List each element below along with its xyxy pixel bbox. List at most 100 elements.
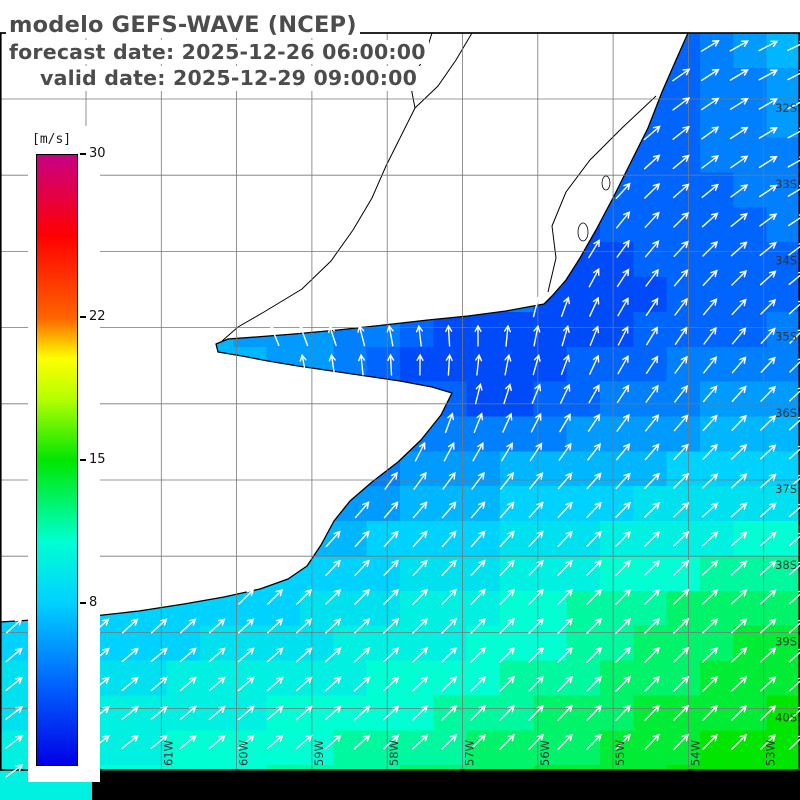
longitude-label: 61W bbox=[161, 740, 175, 766]
wind-arrow bbox=[731, 298, 747, 316]
wind-arrow bbox=[324, 705, 342, 721]
wind-arrow bbox=[645, 268, 659, 287]
wind-arrow bbox=[788, 243, 800, 256]
wind-arrow bbox=[673, 472, 690, 489]
wind-arrow bbox=[299, 353, 307, 376]
wind-arrow bbox=[729, 97, 749, 110]
wind-arrow bbox=[700, 40, 720, 52]
wind-arrow bbox=[759, 473, 777, 489]
wind-arrow bbox=[267, 588, 284, 605]
wind-arrow bbox=[412, 559, 428, 576]
wind-arrow bbox=[586, 588, 603, 605]
wind-arrow bbox=[441, 733, 458, 750]
wind-arrow bbox=[644, 617, 661, 634]
wind-arrow bbox=[702, 704, 719, 721]
wind-arrow bbox=[237, 618, 255, 634]
wind-arrow bbox=[758, 98, 778, 110]
wind-arrow bbox=[358, 353, 366, 376]
wind-arrow bbox=[588, 239, 600, 259]
wind-arrow bbox=[179, 705, 197, 721]
wind-arrow bbox=[702, 443, 719, 460]
wind-arrows-layer bbox=[5, 40, 800, 778]
wind-arrow bbox=[442, 471, 456, 490]
wind-arrow bbox=[673, 588, 690, 605]
wind-arrow bbox=[383, 647, 400, 663]
wind-arrow bbox=[504, 353, 512, 376]
wind-arrow bbox=[789, 706, 800, 721]
wind-arrow bbox=[701, 183, 719, 198]
colorbar-tick bbox=[80, 316, 86, 319]
colorbar-tick bbox=[80, 601, 86, 604]
wind-arrow bbox=[673, 414, 689, 432]
wind-arrow bbox=[758, 155, 778, 168]
wind-arrow bbox=[528, 617, 545, 634]
wind-arrow bbox=[412, 647, 429, 663]
wind-arrow bbox=[501, 442, 513, 462]
wind-arrow bbox=[354, 501, 370, 519]
wind-arrow bbox=[586, 501, 602, 518]
wind-arrow bbox=[615, 559, 632, 576]
wind-arrow bbox=[673, 675, 690, 692]
wind-arrow bbox=[760, 298, 777, 315]
wind-arrow bbox=[615, 733, 631, 750]
wind-arrow bbox=[589, 325, 600, 346]
wind-arrow bbox=[383, 705, 400, 721]
wind-arrow bbox=[475, 353, 483, 376]
colorbar-panel: [m/s] 30 22 15 8 bbox=[28, 126, 106, 782]
wind-arrow bbox=[208, 705, 226, 721]
wind-arrow bbox=[615, 182, 631, 200]
wind-arrow bbox=[758, 127, 778, 139]
wind-arrow bbox=[150, 676, 168, 692]
wind-arrow bbox=[731, 704, 748, 721]
wind-arrow bbox=[617, 297, 629, 317]
wind-arrow bbox=[354, 588, 371, 605]
wind-arrow bbox=[788, 648, 800, 663]
wind-arrow bbox=[531, 383, 542, 404]
wind-arrow bbox=[387, 353, 395, 376]
wind-arrow bbox=[759, 589, 777, 605]
wind-arrow bbox=[788, 271, 800, 285]
wind-arrow bbox=[179, 618, 197, 634]
wind-arrow bbox=[386, 324, 394, 347]
wind-arrow bbox=[672, 125, 691, 140]
wind-arrow bbox=[616, 413, 630, 432]
wind-arrow bbox=[441, 646, 458, 663]
wind-arrow bbox=[470, 501, 486, 519]
wind-arrow bbox=[412, 705, 429, 721]
wind-arrow bbox=[758, 69, 779, 81]
wind-arrow bbox=[760, 385, 777, 402]
wind-arrow bbox=[528, 559, 544, 576]
wind-arrow bbox=[325, 559, 341, 576]
wind-arrow bbox=[353, 705, 371, 721]
colorbar-tick bbox=[80, 459, 86, 461]
wind-arrow bbox=[731, 618, 748, 634]
colorbar-tick bbox=[80, 153, 86, 155]
latitude-label: 36S bbox=[775, 406, 797, 420]
wind-arrow bbox=[532, 295, 541, 318]
wind-arrow bbox=[503, 324, 511, 347]
wind-arrow bbox=[586, 617, 603, 634]
wind-arrow bbox=[673, 443, 689, 460]
wind-arrow bbox=[674, 384, 689, 403]
wind-arrow bbox=[150, 618, 168, 634]
wind-arrow bbox=[586, 733, 602, 750]
wind-arrow bbox=[295, 734, 313, 750]
wind-arrow bbox=[474, 324, 482, 347]
wind-arrow bbox=[759, 213, 778, 227]
wind-arrow bbox=[499, 501, 515, 519]
river-border-line bbox=[414, 32, 473, 109]
wind-arrow bbox=[500, 471, 515, 490]
wind-arrow bbox=[441, 559, 457, 576]
wind-arrow bbox=[208, 618, 226, 634]
wind-arrow bbox=[179, 676, 197, 692]
wind-arrow bbox=[730, 502, 748, 518]
wind-arrow bbox=[414, 441, 426, 462]
wind-arrow bbox=[617, 355, 629, 375]
colorbar-tick-value: 22 bbox=[89, 309, 106, 325]
wind-arrow bbox=[789, 677, 800, 692]
wind-arrow bbox=[499, 559, 515, 576]
wind-arrow bbox=[787, 69, 800, 81]
wind-arrow bbox=[383, 559, 399, 576]
